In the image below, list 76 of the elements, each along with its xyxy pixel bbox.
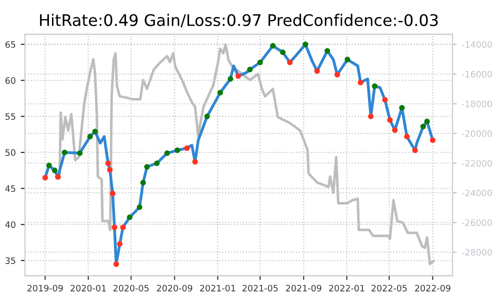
point bbox=[120, 224, 126, 230]
y-tick-label: 55 bbox=[6, 113, 16, 120]
point bbox=[105, 160, 111, 166]
y2-tick-label: -24000 bbox=[462, 190, 492, 196]
point bbox=[77, 150, 83, 156]
point bbox=[154, 160, 160, 166]
point bbox=[184, 145, 190, 151]
point bbox=[113, 261, 120, 267]
x-tick-label: 2022-01 bbox=[329, 284, 364, 292]
y-tick-label: 50 bbox=[6, 149, 16, 156]
y2-tick-label: -22000 bbox=[462, 160, 492, 167]
y-tick-label: 40 bbox=[5, 221, 16, 228]
point bbox=[55, 174, 61, 180]
point bbox=[280, 50, 286, 56]
y2-tick-label: -14000 bbox=[462, 41, 492, 48]
point bbox=[235, 73, 241, 79]
point bbox=[136, 204, 142, 210]
y2-tick-label: -16000 bbox=[462, 70, 492, 78]
y2-tick-label: -28000 bbox=[462, 249, 492, 256]
point bbox=[92, 128, 98, 134]
point bbox=[420, 124, 426, 130]
y2-tick-label: -18000 bbox=[462, 100, 492, 108]
point bbox=[228, 76, 234, 82]
x-tick-label: 2020-01 bbox=[70, 284, 106, 292]
x-tick-label: 2020-05 bbox=[113, 284, 149, 292]
x-tick-label: 2021-09 bbox=[286, 284, 322, 292]
point bbox=[404, 134, 410, 140]
x-tick-label: 2022-05 bbox=[372, 284, 407, 292]
y-tick-label: 35 bbox=[6, 257, 16, 264]
point bbox=[412, 148, 418, 154]
point bbox=[204, 114, 210, 120]
point bbox=[217, 90, 223, 96]
y-tick-label: 65 bbox=[5, 41, 16, 48]
point bbox=[46, 162, 52, 168]
y-tick-label: 60 bbox=[5, 77, 16, 84]
point bbox=[126, 214, 132, 220]
point bbox=[358, 80, 364, 86]
point bbox=[270, 43, 276, 49]
point bbox=[116, 241, 123, 247]
point bbox=[52, 168, 58, 174]
point bbox=[382, 97, 388, 103]
point bbox=[112, 224, 118, 230]
point bbox=[399, 104, 405, 111]
point bbox=[257, 60, 263, 66]
point bbox=[140, 180, 146, 186]
chart-title: HitRate:0.49 Gain/Loss:0.97 PredConfidence:-0.03 bbox=[40, 14, 438, 28]
x-tick-label: 2021-05 bbox=[242, 284, 278, 292]
point bbox=[344, 56, 350, 62]
point bbox=[334, 72, 340, 78]
point bbox=[372, 83, 378, 89]
point bbox=[387, 117, 393, 123]
point bbox=[424, 118, 430, 124]
x-tick-label: 2020-09 bbox=[156, 284, 192, 292]
point bbox=[392, 127, 398, 133]
point bbox=[368, 114, 374, 120]
y2-tick-label: -26000 bbox=[462, 219, 492, 226]
point bbox=[247, 66, 253, 72]
y-tick-label: 45 bbox=[5, 185, 16, 192]
y2-tick-label: -20000 bbox=[462, 130, 492, 137]
point bbox=[192, 159, 198, 165]
point bbox=[174, 148, 180, 154]
point bbox=[287, 60, 293, 66]
point bbox=[430, 137, 436, 143]
x-tick-label: 2022-09 bbox=[415, 284, 450, 292]
point bbox=[144, 164, 150, 170]
point bbox=[87, 134, 93, 140]
point bbox=[302, 42, 308, 48]
x-tick-label: 2021-01 bbox=[200, 284, 236, 292]
point bbox=[164, 150, 170, 156]
point bbox=[42, 174, 48, 180]
point bbox=[314, 68, 320, 74]
point bbox=[110, 190, 116, 196]
point bbox=[62, 150, 68, 156]
x-tick-label: 2019-09 bbox=[28, 284, 63, 292]
point bbox=[324, 48, 330, 54]
point bbox=[107, 166, 113, 173]
